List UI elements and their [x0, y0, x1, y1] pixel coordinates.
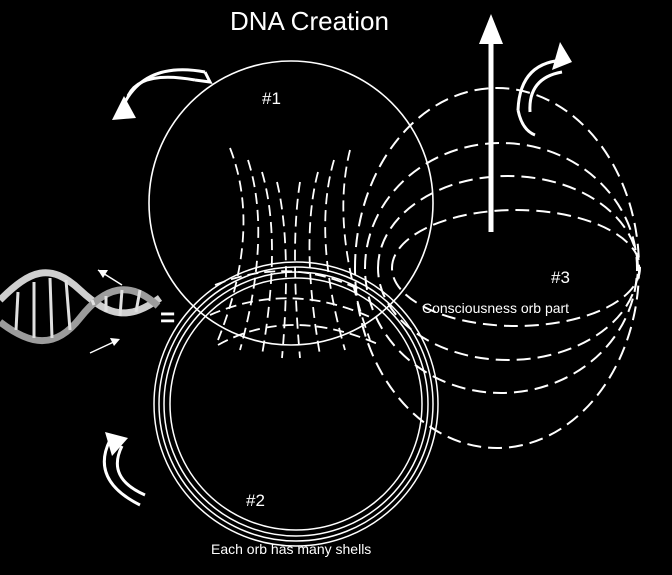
orb-1-label: #1	[262, 89, 281, 108]
rotate-arrow-icon	[516, 42, 572, 137]
rotate-arrow-icon	[112, 68, 213, 120]
consciousness-orb-caption: Consciousness orb part	[422, 300, 570, 316]
orb-3-label: #3	[551, 268, 570, 287]
orb-2-shells	[153, 261, 439, 547]
diagram-title: DNA Creation	[230, 6, 389, 36]
dna-helix-icon	[0, 269, 163, 354]
rotate-arrow-icon	[102, 432, 146, 507]
orb-1-circle	[148, 60, 434, 346]
shells-caption: Each orb has many shells	[211, 541, 372, 557]
vortex-dashed-lines	[209, 147, 381, 359]
orb-2-label: #2	[246, 491, 265, 510]
equals-sign: =	[160, 302, 176, 332]
up-arrow-icon	[479, 14, 503, 232]
orb-3-dashed-shells	[353, 87, 642, 449]
